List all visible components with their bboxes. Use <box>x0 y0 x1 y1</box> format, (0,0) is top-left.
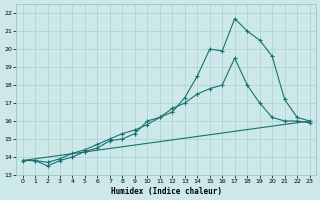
X-axis label: Humidex (Indice chaleur): Humidex (Indice chaleur) <box>111 187 221 196</box>
